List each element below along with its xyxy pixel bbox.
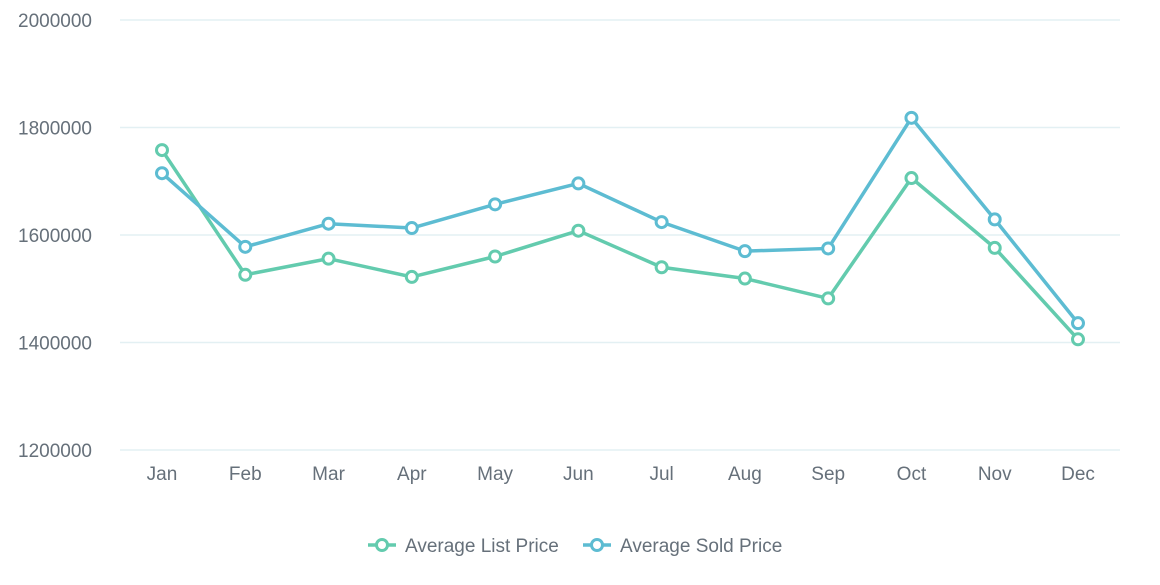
data-point[interactable] — [737, 244, 752, 259]
x-tick-label: Mar — [312, 464, 345, 485]
y-tick-label: 2000000 — [18, 11, 92, 32]
data-point[interactable] — [238, 267, 253, 282]
y-tick-label: 1200000 — [18, 441, 92, 462]
series-line — [160, 148, 1080, 342]
data-point[interactable] — [904, 110, 919, 125]
series-line — [160, 116, 1080, 325]
legend-label: Average List Price — [405, 536, 559, 557]
data-point[interactable] — [155, 166, 169, 181]
x-tick-label: Jun — [563, 464, 594, 485]
data-point[interactable] — [488, 197, 503, 212]
data-point[interactable] — [488, 249, 503, 264]
series-lines — [155, 110, 1085, 347]
legend-point-marker — [590, 538, 604, 552]
data-point[interactable] — [1071, 316, 1085, 331]
x-tick-label: Jan — [147, 464, 178, 485]
x-tick-label: Aug — [728, 464, 762, 485]
data-point[interactable] — [571, 223, 586, 238]
y-tick-label: 1400000 — [18, 334, 92, 355]
data-point[interactable] — [737, 271, 752, 286]
x-tick-label: May — [477, 464, 513, 485]
x-tick-label: Feb — [229, 464, 262, 485]
data-point[interactable] — [654, 215, 669, 230]
x-tick-label: Sep — [811, 464, 845, 485]
x-tick-label: Dec — [1061, 464, 1095, 485]
legend-label: Average Sold Price — [620, 536, 782, 557]
data-point[interactable] — [155, 143, 169, 158]
data-point[interactable] — [321, 216, 336, 231]
x-tick-label: Jul — [649, 464, 673, 485]
data-point[interactable] — [1071, 332, 1085, 347]
data-point[interactable] — [987, 240, 1002, 255]
x-tick-label: Oct — [897, 464, 927, 485]
x-tick-label: Apr — [397, 464, 427, 485]
series-average-sold-price — [155, 110, 1085, 331]
x-axis: Jan Feb Mar Apr May Jun Jul Aug Sep Oct Nov Dec — [147, 464, 1095, 485]
data-point[interactable] — [404, 221, 419, 236]
data-point[interactable] — [654, 260, 669, 275]
data-point[interactable] — [404, 269, 419, 284]
data-point[interactable] — [904, 171, 919, 186]
legend-point-marker — [375, 538, 389, 552]
data-point[interactable] — [571, 176, 586, 191]
data-point[interactable] — [321, 251, 336, 266]
y-axis: 1200000 1400000 1600000 1800000 2000000 — [18, 11, 92, 462]
data-point[interactable] — [987, 212, 1002, 227]
data-point[interactable] — [821, 291, 836, 306]
y-tick-label: 1800000 — [18, 119, 92, 140]
legend-item[interactable]: Average List Price — [368, 536, 559, 557]
legend-item[interactable]: Average Sold Price — [583, 536, 782, 557]
gridlines — [120, 19, 1120, 451]
series-average-list-price — [155, 143, 1085, 347]
data-point[interactable] — [238, 239, 253, 254]
data-point[interactable] — [821, 241, 836, 256]
y-tick-label: 1600000 — [18, 226, 92, 247]
legend: Average List Price Average Sold Price — [368, 536, 782, 557]
x-tick-label: Nov — [978, 464, 1012, 485]
